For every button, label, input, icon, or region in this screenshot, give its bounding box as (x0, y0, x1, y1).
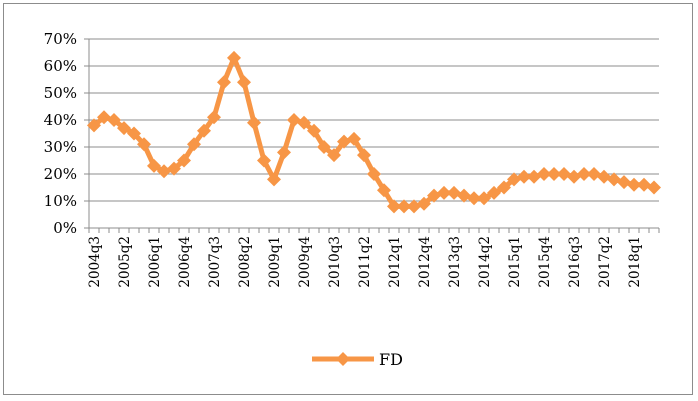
x-tick-label: 2015q1 (507, 236, 523, 288)
y-tick-label: 40% (44, 111, 77, 129)
x-tick-label: 2017q2 (597, 236, 613, 288)
data-point (517, 169, 531, 184)
data-point (137, 137, 151, 152)
x-tick-label: 2011q2 (357, 236, 373, 288)
series-line (91, 55, 657, 209)
data-point (397, 199, 411, 214)
data-point (547, 167, 561, 181)
x-tick-label: 2006q1 (147, 236, 163, 288)
data-point (437, 185, 451, 200)
data-point (497, 180, 511, 195)
data-point (447, 185, 461, 200)
data-point (487, 185, 501, 200)
data-point (637, 177, 651, 192)
data-point (407, 199, 421, 214)
data-point (317, 140, 331, 154)
data-point (607, 172, 621, 187)
x-tick-label: 2010q3 (327, 236, 343, 288)
data-point (207, 110, 221, 125)
data-point (247, 115, 261, 130)
data-point (217, 75, 231, 90)
x-tick-label: 2008q2 (237, 236, 253, 288)
data-point (587, 167, 601, 181)
data-point (197, 123, 211, 138)
data-point (337, 134, 351, 149)
data-point (237, 75, 251, 90)
data-point (457, 188, 471, 203)
data-point (617, 175, 631, 190)
data-point (177, 153, 191, 168)
data-point (577, 167, 591, 181)
x-tick-label: 2009q1 (267, 236, 283, 288)
x-tick-label: 2012q1 (387, 236, 403, 288)
data-point (167, 161, 181, 176)
y-axis: 0% 10% 20% 30% 40% 50% 60% 70% (44, 30, 90, 237)
data-point (277, 145, 291, 160)
data-point (387, 199, 401, 214)
data-point (567, 169, 581, 184)
x-tick-label: 2014q2 (477, 236, 493, 288)
data-point (87, 118, 101, 133)
x-tick-label: 2009q4 (297, 236, 313, 288)
x-tick-label: 2006q4 (177, 236, 193, 288)
x-tick-label: 2016q3 (567, 236, 583, 288)
data-point (527, 169, 541, 184)
data-point (187, 137, 201, 152)
data-point (467, 191, 481, 206)
x-axis: 2004q3 2005q2 2006q1 2006q4 2007q3 2008q2 2009… (87, 228, 660, 288)
data-point (647, 180, 661, 195)
legend-label: FD (379, 350, 403, 369)
legend: FD (312, 350, 403, 369)
x-tick-label: 2015q4 (537, 236, 553, 288)
x-tick-label: 2007q3 (207, 236, 223, 288)
y-tick-label: 30% (44, 138, 77, 156)
data-point (347, 131, 361, 146)
y-tick-label: 10% (44, 192, 77, 210)
x-tick-label: 2012q4 (417, 236, 433, 288)
data-point (227, 50, 241, 65)
data-point (507, 172, 521, 187)
x-tick-label: 2004q3 (87, 236, 103, 288)
data-point (537, 167, 551, 181)
chart-area: 0% 10% 20% 30% 40% 50% 60% 70% 2004q3 2005q2 2006… (3, 3, 693, 395)
y-tick-label: 60% (44, 57, 77, 75)
data-point (287, 113, 301, 127)
x-tick-label: 2005q2 (117, 236, 133, 288)
data-point (157, 164, 171, 179)
x-tick-label: 2018q1 (627, 236, 643, 288)
y-tick-label: 50% (44, 84, 77, 102)
data-point (377, 183, 391, 198)
data-point (117, 121, 131, 136)
line-chart: 0% 10% 20% 30% 40% 50% 60% 70% 2004q3 2005q2 2006… (44, 30, 661, 369)
data-point (267, 172, 281, 187)
data-point (127, 126, 141, 141)
data-point (147, 158, 161, 173)
y-tick-label: 70% (44, 30, 77, 48)
x-tick-label: 2013q3 (447, 236, 463, 288)
data-point (627, 177, 641, 192)
data-point (477, 191, 491, 206)
y-tick-label: 20% (44, 165, 77, 183)
data-point (597, 169, 611, 184)
series-fd (87, 50, 661, 214)
data-point (97, 110, 111, 125)
data-point (307, 123, 321, 138)
gridlines (89, 38, 659, 229)
data-point (107, 113, 121, 127)
data-point (557, 167, 571, 181)
data-point (327, 148, 341, 163)
y-tick-label: 0% (53, 219, 77, 237)
data-point (427, 188, 441, 203)
legend-marker (336, 352, 350, 366)
data-point (417, 196, 431, 211)
data-point (357, 148, 371, 163)
data-point (367, 167, 381, 181)
data-point (297, 115, 311, 130)
data-point (257, 153, 271, 168)
